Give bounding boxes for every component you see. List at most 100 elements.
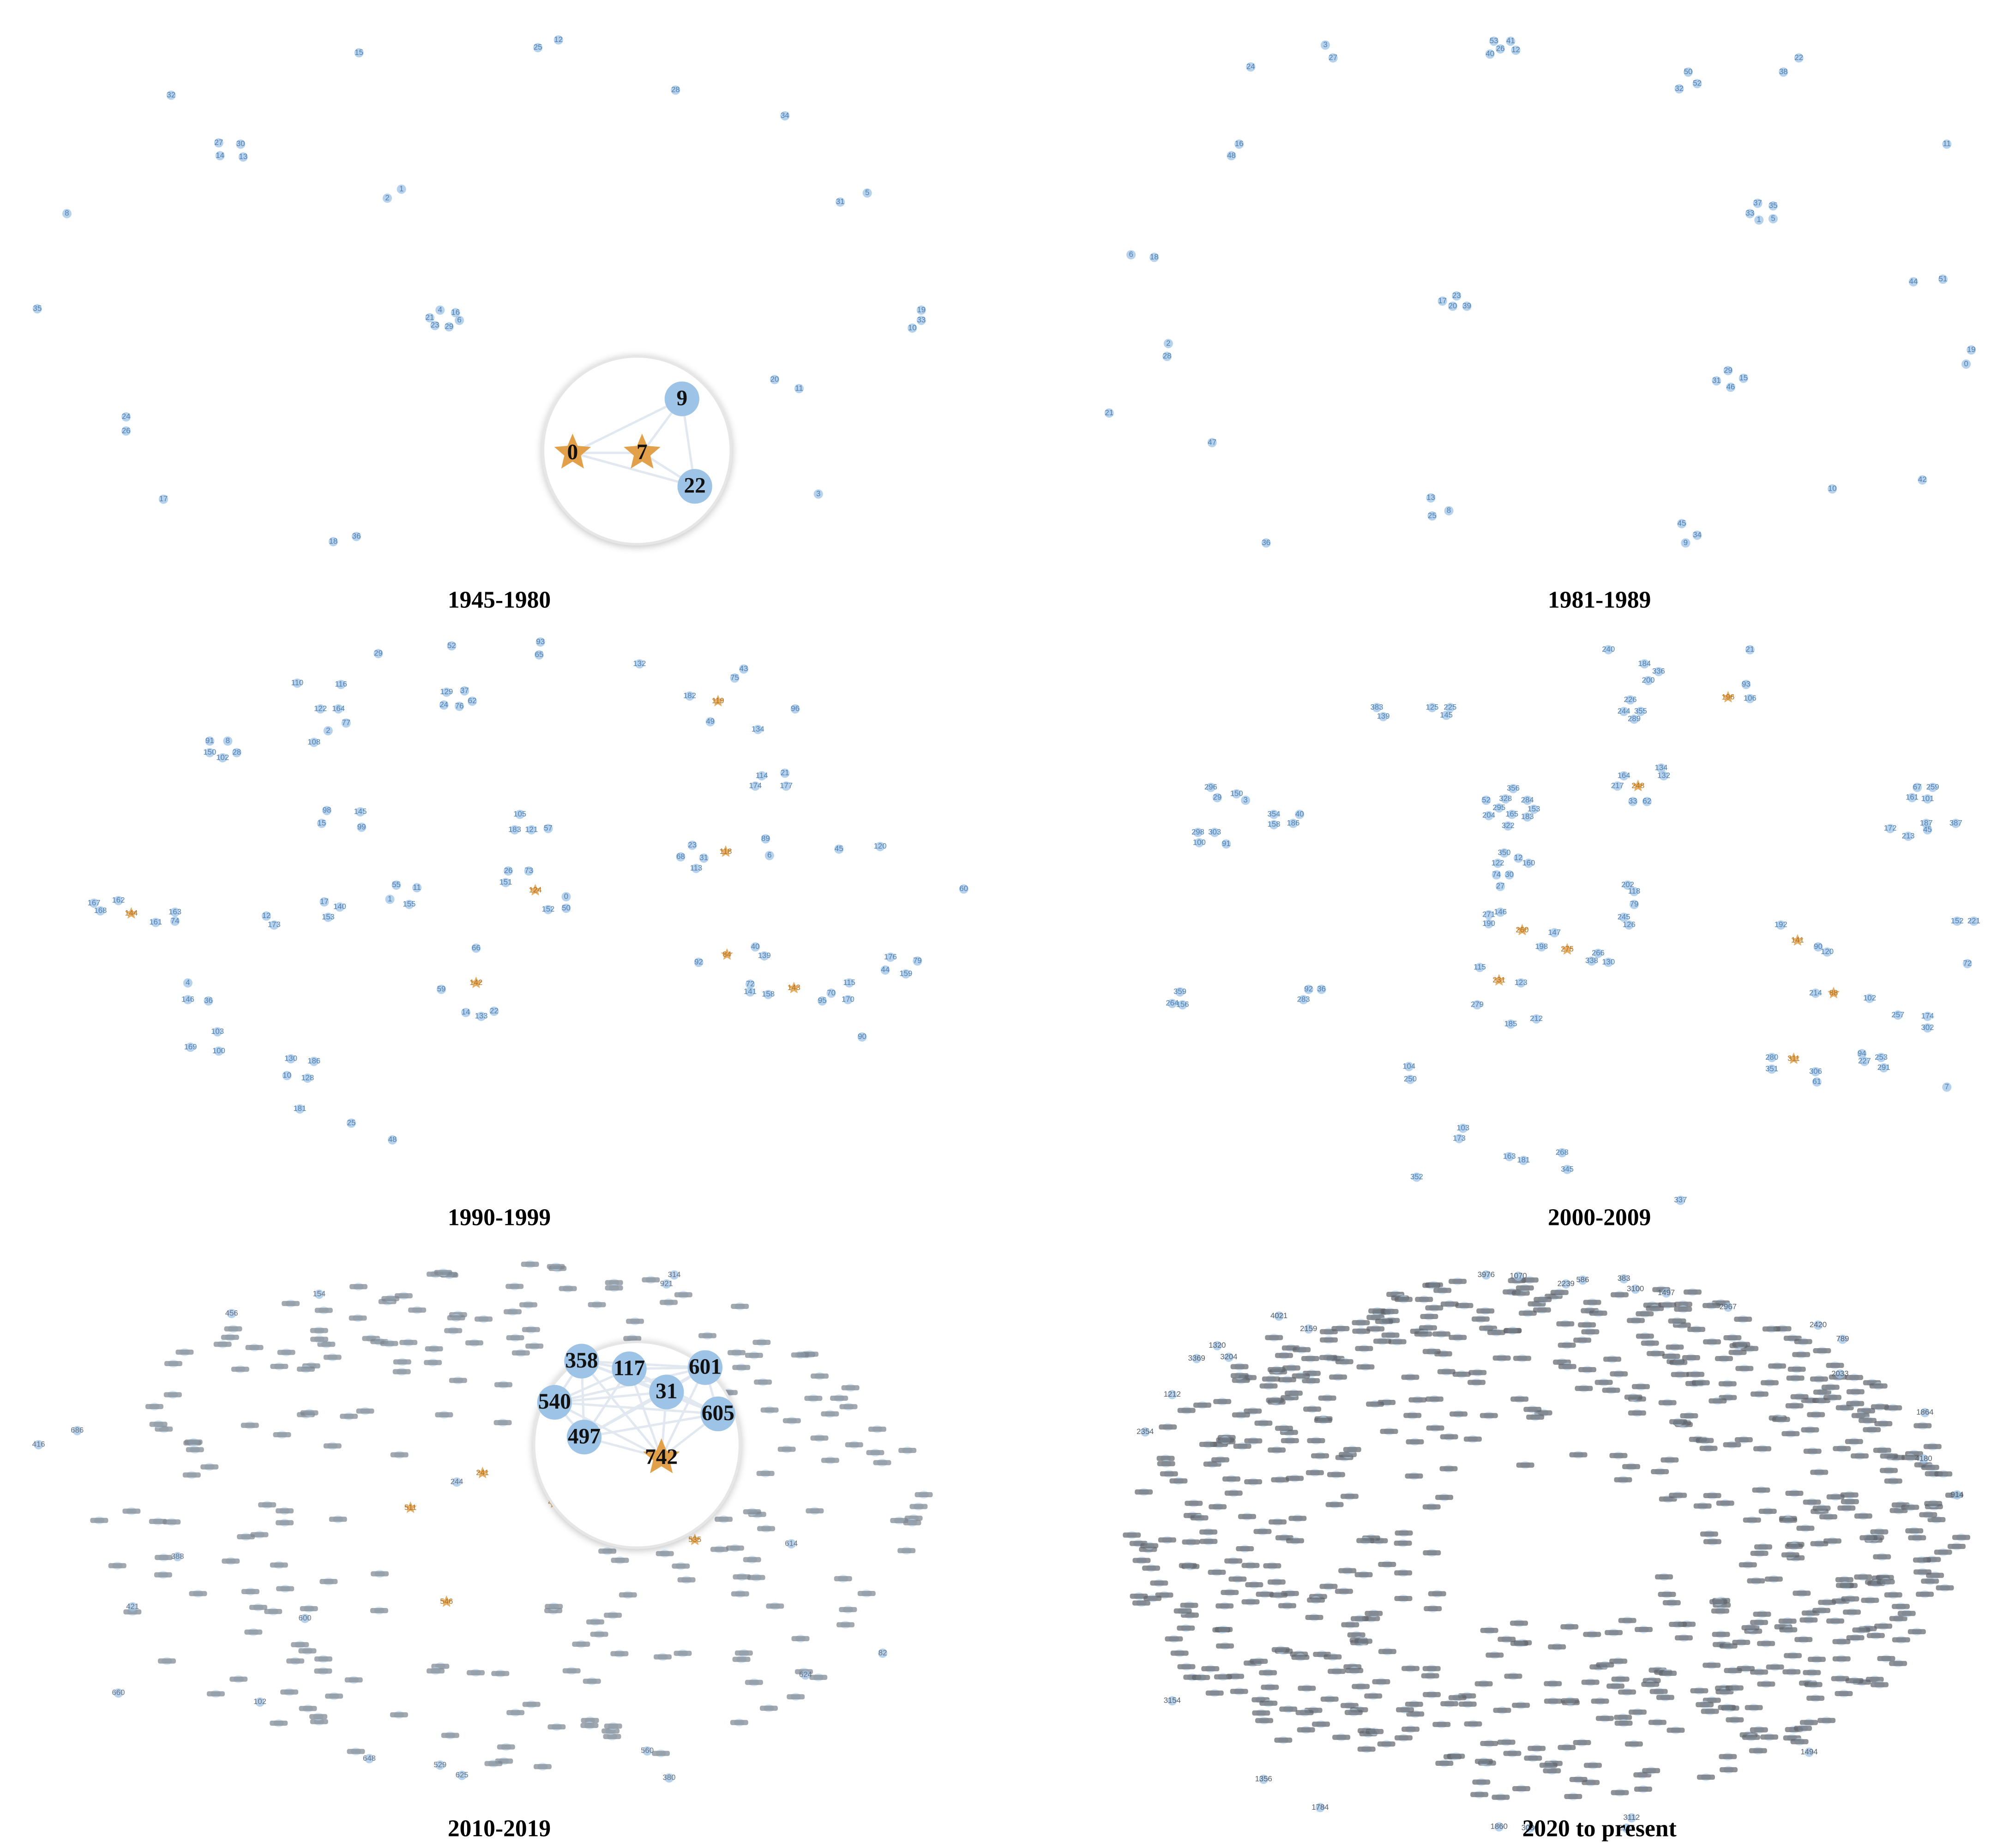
cluster-label	[1851, 1453, 1869, 1459]
cluster-label	[1701, 1709, 1719, 1714]
cluster-label	[1267, 1579, 1286, 1585]
zoom-inset: 9 0 7 22	[541, 355, 733, 546]
cluster-label	[241, 1422, 259, 1428]
node-label: 45	[1923, 825, 1932, 834]
cluster-label	[1366, 1401, 1384, 1407]
cluster-label	[1845, 1439, 1863, 1444]
node	[282, 1071, 292, 1080]
node	[1427, 703, 1437, 713]
cluster-label	[1750, 1727, 1768, 1733]
cluster-label	[237, 1534, 255, 1540]
node	[1522, 795, 1532, 805]
cluster-label	[1449, 1278, 1467, 1284]
node	[885, 952, 895, 962]
cluster-label	[1799, 1617, 1818, 1623]
node-label: 73	[524, 866, 533, 875]
node	[1741, 679, 1751, 690]
cluster-label	[1794, 1726, 1812, 1731]
node-label: 10	[908, 323, 917, 332]
cluster-label	[1254, 1420, 1273, 1426]
node	[1723, 1302, 1733, 1312]
node-label: 13	[1426, 493, 1435, 502]
cluster-label	[90, 1518, 108, 1523]
cluster-label	[1732, 1342, 1750, 1347]
node	[564, 1344, 599, 1379]
cluster-label	[1357, 1746, 1376, 1752]
cluster-label	[399, 1340, 418, 1345]
cluster-label	[447, 1315, 465, 1320]
node	[1908, 277, 1918, 287]
node	[151, 918, 161, 927]
cluster-label	[1216, 1437, 1234, 1443]
cluster-label	[1852, 1627, 1871, 1633]
cluster-label	[1302, 1378, 1320, 1384]
cluster-label	[1425, 1305, 1444, 1311]
cluster-label	[1870, 1529, 1889, 1535]
cluster-label	[1806, 1695, 1825, 1701]
node	[1178, 1000, 1187, 1010]
cluster-label	[1422, 1349, 1441, 1354]
cluster-label	[449, 1378, 467, 1383]
cluster-label	[752, 1339, 771, 1345]
node	[352, 532, 361, 541]
node	[1193, 828, 1203, 837]
node	[1738, 373, 1748, 383]
cluster-label	[745, 1680, 763, 1685]
cluster-label	[425, 1346, 443, 1351]
node-label: 37	[460, 686, 469, 695]
node	[170, 907, 180, 917]
cluster-label	[1651, 1469, 1669, 1475]
cluster-label	[1487, 1330, 1505, 1335]
cluster-label	[1449, 1335, 1467, 1340]
cluster-label	[1583, 1300, 1601, 1305]
node-label: 17	[320, 897, 329, 906]
cluster-label	[1319, 1584, 1338, 1589]
cluster-label	[1203, 1461, 1221, 1467]
cluster-label	[715, 1517, 733, 1522]
node	[269, 920, 279, 930]
cluster-label	[1803, 1670, 1821, 1675]
node-label: 119	[712, 696, 724, 705]
cluster-label	[145, 1404, 163, 1410]
node	[1629, 900, 1639, 909]
cluster-label	[1696, 1438, 1714, 1443]
node-label: 314	[668, 1270, 681, 1279]
node	[705, 717, 715, 726]
node	[1448, 301, 1457, 311]
node	[1913, 782, 1922, 792]
cluster-label	[1394, 1735, 1413, 1740]
cluster-label	[258, 1502, 277, 1508]
node	[533, 43, 543, 53]
cluster-label	[1781, 1431, 1800, 1436]
cluster-label	[1845, 1374, 1864, 1380]
node-label: 44	[1909, 277, 1918, 286]
node	[1805, 1747, 1814, 1757]
cluster-label	[1274, 1737, 1293, 1743]
cluster-label	[1573, 1740, 1591, 1746]
node	[213, 1027, 223, 1037]
node	[323, 726, 333, 736]
cluster-label	[1492, 1355, 1511, 1361]
node-label: 23	[431, 321, 439, 330]
node	[780, 768, 790, 778]
node-label: 354	[1268, 810, 1281, 818]
cluster-label	[1241, 1563, 1260, 1568]
node	[322, 806, 332, 816]
cluster-label	[1699, 1446, 1718, 1451]
node	[878, 1648, 888, 1658]
node	[1405, 1074, 1415, 1084]
cluster-label	[164, 1361, 182, 1367]
node	[1593, 948, 1603, 958]
node-label: 1070	[1510, 1272, 1527, 1280]
cluster-label	[791, 1352, 809, 1358]
node-label: 291	[1877, 1063, 1890, 1072]
node-label: 298	[1191, 828, 1204, 836]
node-label: 150	[1230, 789, 1243, 798]
node-label: 40	[1486, 49, 1494, 58]
node	[764, 851, 774, 860]
cluster-label	[897, 1548, 916, 1554]
cluster-label	[1510, 1620, 1528, 1626]
cluster-label	[1750, 1551, 1768, 1556]
node	[843, 995, 853, 1004]
cluster-label	[1869, 1383, 1888, 1389]
